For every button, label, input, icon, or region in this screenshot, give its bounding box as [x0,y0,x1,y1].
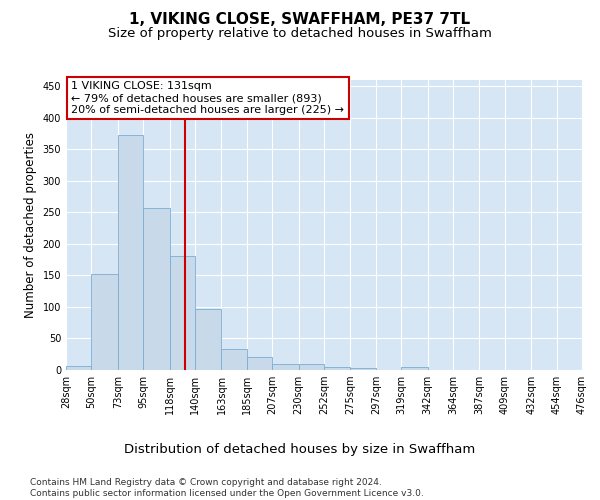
Text: Distribution of detached houses by size in Swaffham: Distribution of detached houses by size … [124,442,476,456]
Bar [118,136,143,370]
Text: 1, VIKING CLOSE, SWAFFHAM, PE37 7TL: 1, VIKING CLOSE, SWAFFHAM, PE37 7TL [130,12,470,28]
Bar [143,208,170,370]
Bar [299,364,324,370]
Text: 1 VIKING CLOSE: 131sqm
← 79% of detached houses are smaller (893)
20% of semi-de: 1 VIKING CLOSE: 131sqm ← 79% of detached… [71,82,344,114]
Bar [324,367,350,370]
Bar [91,274,118,370]
Bar [221,349,247,370]
Bar [170,256,195,370]
Text: Contains HM Land Registry data © Crown copyright and database right 2024.
Contai: Contains HM Land Registry data © Crown c… [30,478,424,498]
Bar [350,368,376,370]
Bar [195,310,221,370]
Text: Size of property relative to detached houses in Swaffham: Size of property relative to detached ho… [108,28,492,40]
Bar [247,358,272,370]
Bar [66,366,91,370]
Y-axis label: Number of detached properties: Number of detached properties [24,132,37,318]
Bar [401,368,428,370]
Bar [272,364,299,370]
